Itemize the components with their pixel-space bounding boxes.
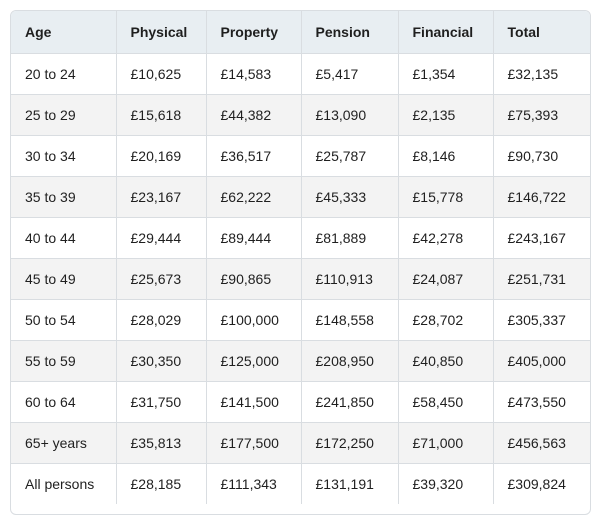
table-cell: £5,417 (301, 53, 399, 95)
table-cell: £15,618 (116, 94, 207, 136)
table-cell: £29,444 (116, 217, 207, 259)
table-cell: £23,167 (116, 176, 207, 218)
table-cell: 50 to 54 (11, 299, 117, 341)
table-cell: 55 to 59 (11, 340, 117, 382)
table-row: 20 to 24 £10,625 £14,583 £5,417 £1,354 £32,13… (11, 53, 590, 95)
header-cell: Total (493, 11, 590, 54)
table-cell: £309,824 (507, 475, 566, 492)
table-cell: £62,222 (206, 176, 302, 218)
table-cell: £35,813 (116, 422, 207, 464)
table-cell: £42,278 (398, 217, 494, 259)
table-cell: 40 to 44 (11, 217, 117, 259)
table-cell: £251,731 (493, 258, 590, 300)
table-cell: £241,850 (301, 381, 399, 423)
table-body: 20 to 24 £10,625 £14,583 £5,417 £1,354 £32,13… (11, 53, 590, 504)
table-cell: £146,722 (493, 176, 590, 218)
header-cell: Pension (301, 11, 399, 54)
table-row: 30 to 34 £20,169 £36,517 £25,787 £8,146 £90,7… (11, 135, 590, 177)
table-cell: £28,029 (116, 299, 207, 341)
table-cell: 35 to 39 (11, 176, 117, 218)
table-cell: £8,146 (398, 135, 494, 177)
table-row: 45 to 49 £25,673 £90,865 £110,913 £24,087 £25… (11, 258, 590, 300)
table-cell: £148,558 (301, 299, 399, 341)
header-row: Age Physical Property Pension Financial Total (11, 11, 590, 54)
table-cell: 20 to 24 (11, 53, 117, 95)
table-cell: £473,550 (493, 381, 590, 423)
table-cell: £1,354 (398, 53, 494, 95)
table-cell: 65+ years (11, 422, 117, 464)
header-cell: Financial (398, 11, 494, 54)
header-cell: Physical (116, 11, 207, 54)
table-cell: £111,343 (206, 463, 302, 504)
table-cell: £39,320 (398, 463, 494, 504)
table-cell: £100,000 (206, 299, 302, 341)
table-cell: £305,337 (493, 299, 590, 341)
table-cell: £15,778 (398, 176, 494, 218)
table-row: 40 to 44 £29,444 £89,444 £81,889 £42,278 £243… (11, 217, 590, 259)
table-cell: £243,167 (493, 217, 590, 259)
table-cell: £75,393 (493, 94, 590, 136)
table-cell: £44,382 (206, 94, 302, 136)
table-row: All persons £28,185 £111,343 £131,191 £39,32… (11, 463, 590, 504)
table-row: 55 to 59 £30,350 £125,000 £208,950 £40,850 £4… (11, 340, 590, 382)
table-cell: £30,350 (116, 340, 207, 382)
table-cell: £90,865 (206, 258, 302, 300)
table-head: Age Physical Property Pension Financial Total (11, 11, 590, 54)
table-cell: £90,730 (493, 135, 590, 177)
table-cell: £71,000 (398, 422, 494, 464)
table-cell: £177,500 (206, 422, 302, 464)
table-cell: £125,000 (206, 340, 302, 382)
header-cell: Age (11, 11, 117, 54)
data-table: Age Physical Property Pension Financial Total… (11, 11, 590, 504)
table-cell: £25,787 (301, 135, 399, 177)
table-cell: £10,625 (116, 53, 207, 95)
table-cell: £28,185 (116, 463, 207, 504)
table-cell: £25,673 (116, 258, 207, 300)
table-row: 65+ years £35,813 £177,500 £172,250 £71,000 £… (11, 422, 590, 464)
table-cell: £208,950 (301, 340, 399, 382)
table-cell: £40,850 (398, 340, 494, 382)
table-cell: £13,090 (301, 94, 399, 136)
table-cell: £89,444 (206, 217, 302, 259)
table-cell: £141,500 (206, 381, 302, 423)
table-cell: £2,135 (398, 94, 494, 136)
table-cell: £131,191 (301, 463, 399, 504)
table-cell: 25 to 29 (11, 94, 117, 136)
table-cell: £58,450 (398, 381, 494, 423)
table-cell: All persons (11, 463, 117, 504)
table-cell: £20,169 (116, 135, 207, 177)
table-cell: 30 to 34 (11, 135, 117, 177)
table-cell: £81,889 (301, 217, 399, 259)
table-cell: £172,250 (301, 422, 399, 464)
table-row: 35 to 39 £23,167 £62,222 £45,333 £15,778 £146… (11, 176, 590, 218)
header-cell: Property (206, 11, 302, 54)
table-cell: £110,913 (301, 258, 399, 300)
table-cell: 60 to 64 (11, 381, 117, 423)
table-cell: £405,000 (493, 340, 590, 382)
table-cell: 45 to 49 (11, 258, 117, 300)
table-container: Age Physical Property Pension Financial Total… (10, 10, 591, 515)
table-cell: £14,583 (206, 53, 302, 95)
table-cell: £456,563 (493, 422, 590, 464)
table-cell: £32,135 (493, 53, 590, 95)
table-cell: £24,087 (398, 258, 494, 300)
table-row: 50 to 54 £28,029 £100,000 £148,558 £28,702 £3… (11, 299, 590, 341)
table-cell: £31,750 (116, 381, 207, 423)
table-cell: £45,333 (301, 176, 399, 218)
table-row: 25 to 29 £15,618 £44,382 £13,090 £2,135 £75,3… (11, 94, 590, 136)
table-cell: £36,517 (206, 135, 302, 177)
table-cell: £28,702 (398, 299, 494, 341)
table-row: 60 to 64 £31,750 £141,500 £241,850 £58,450 £4… (11, 381, 590, 423)
